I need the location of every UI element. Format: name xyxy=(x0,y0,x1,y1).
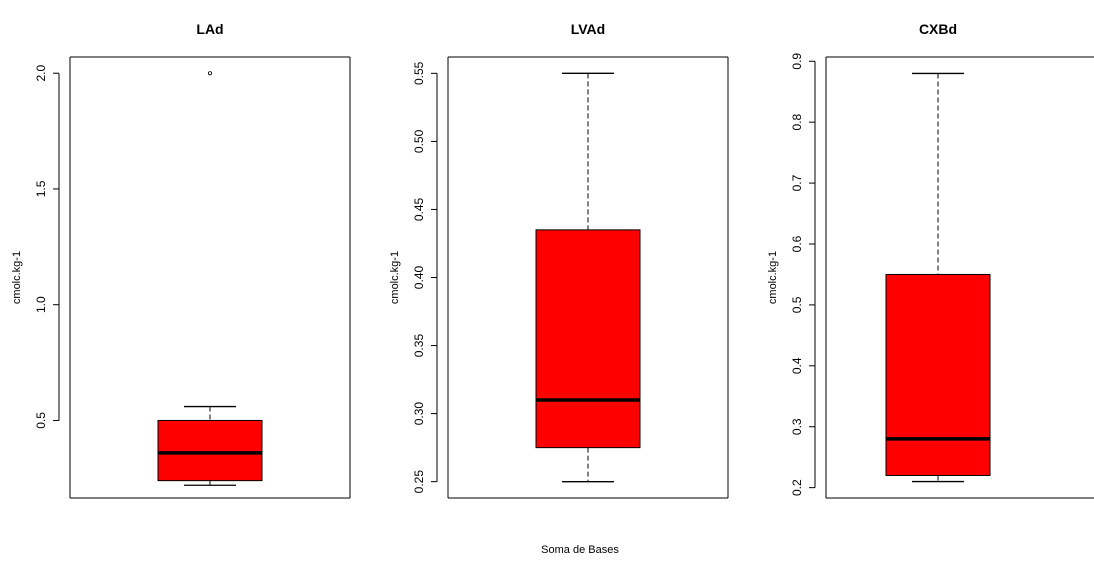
y-tick-label: 1.5 xyxy=(34,180,48,197)
y-tick-label: 0.4 xyxy=(790,357,804,374)
panel-title: LAd xyxy=(196,21,223,37)
iqr-box xyxy=(157,419,263,482)
y-tick-label: 0.2 xyxy=(790,479,804,496)
y-tick-label: 0.3 xyxy=(790,418,804,435)
y-tick-label: 0.30 xyxy=(412,402,426,426)
iqr-box xyxy=(535,229,641,449)
y-tick-label: 1.0 xyxy=(34,296,48,313)
y-tick-label: 0.5 xyxy=(790,296,804,313)
y-axis-label: cmolc.kg-1 xyxy=(767,251,779,304)
y-tick-label: 0.5 xyxy=(34,412,48,429)
y-tick-label: 0.6 xyxy=(790,235,804,252)
y-tick-label: 0.45 xyxy=(412,197,426,221)
x-axis-label: Soma de Bases xyxy=(541,544,619,556)
y-axis-label: cmolc.kg-1 xyxy=(389,251,401,304)
y-tick-label: 0.7 xyxy=(790,174,804,191)
y-tick-label: 2.0 xyxy=(34,65,48,82)
panel-lad: LAd 0.5 1.0 1.5 2.0 cmolc.kg-1 xyxy=(11,21,351,499)
panel-cxbd: CXBd 0.2 0.3 0.4 0.5 0.6 0.7 0.8 0.9 cmolc.kg-1 xyxy=(767,21,1094,499)
y-tick-label: 0.50 xyxy=(412,129,426,153)
y-tick-label: 0.8 xyxy=(790,114,804,131)
panel-title: LVAd xyxy=(571,21,605,37)
panel-title: CXBd xyxy=(919,21,957,37)
y-tick-label: 0.9 xyxy=(790,53,804,70)
y-tick-label: 0.35 xyxy=(412,334,426,358)
iqr-box xyxy=(885,273,991,476)
panel-lvad: LVAd 0.25 0.30 0.35 0.40 0.45 0.50 0.55 cmolc.kg… xyxy=(389,21,729,499)
y-tick-label: 0.25 xyxy=(412,470,426,494)
y-axis-label: cmolc.kg-1 xyxy=(11,251,23,304)
y-tick-label: 0.55 xyxy=(412,61,426,85)
outlier-point xyxy=(207,71,212,76)
y-tick-label: 0.40 xyxy=(412,265,426,289)
